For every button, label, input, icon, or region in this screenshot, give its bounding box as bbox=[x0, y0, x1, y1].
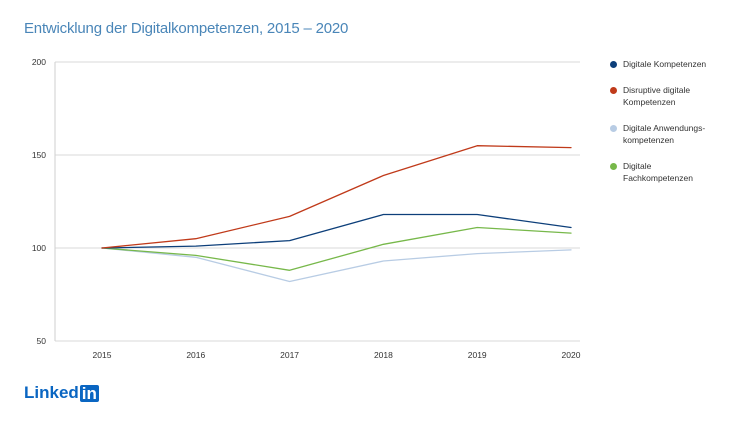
legend-marker bbox=[610, 87, 617, 94]
legend-label: Digitale Anwendungs- kompetenzen bbox=[623, 123, 706, 145]
series-line bbox=[101, 247, 572, 283]
legend: Digitale Kompetenzen Disruptive digitale… bbox=[610, 58, 740, 198]
series-line bbox=[101, 145, 572, 249]
legend-item: Digitale Kompetenzen bbox=[610, 58, 740, 70]
x-tick-label: 2020 bbox=[562, 350, 581, 360]
y-tick-label: 150 bbox=[32, 150, 46, 160]
axes: 50 100 150 200 2015 2016 2017 2018 2019 2020 bbox=[32, 57, 581, 360]
legend-item: Digitale Anwendungs- kompetenzen bbox=[610, 122, 740, 146]
logo-box: in bbox=[79, 383, 99, 403]
y-tick-label: 200 bbox=[32, 57, 46, 67]
grid bbox=[55, 61, 580, 342]
legend-item: Digitale Fachkompetenzen bbox=[610, 160, 740, 184]
x-tick-label: 2015 bbox=[93, 350, 112, 360]
x-tick-label: 2016 bbox=[186, 350, 205, 360]
x-tick-label: 2018 bbox=[374, 350, 393, 360]
series-lines bbox=[101, 145, 572, 283]
legend-marker bbox=[610, 61, 617, 68]
legend-label: Digitale Fachkompetenzen bbox=[623, 161, 693, 183]
x-tick-label: 2017 bbox=[280, 350, 299, 360]
legend-marker bbox=[610, 125, 617, 132]
chart-title: Entwicklung der Digitalkompetenzen, 2015… bbox=[24, 20, 349, 37]
series-line bbox=[101, 213, 572, 249]
legend-label: Disruptive digitale Kompetenzen bbox=[623, 85, 691, 107]
linkedin-logo: Linked in bbox=[24, 383, 99, 403]
legend-marker bbox=[610, 163, 617, 170]
x-tick-label: 2019 bbox=[468, 350, 487, 360]
legend-label: Digitale Kompetenzen bbox=[623, 59, 707, 69]
series-line bbox=[101, 226, 572, 271]
logo-word: Linked bbox=[24, 383, 79, 402]
legend-item: Disruptive digitale Kompetenzen bbox=[610, 84, 740, 108]
y-tick-label: 100 bbox=[32, 243, 46, 253]
y-tick-label: 50 bbox=[37, 336, 47, 346]
